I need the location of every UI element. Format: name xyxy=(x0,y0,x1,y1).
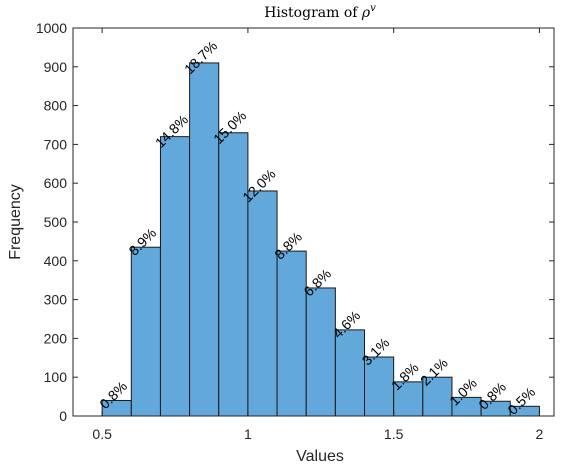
y-tick-label: 1000 xyxy=(36,20,67,36)
y-tick-label: 600 xyxy=(44,175,68,191)
histogram-bar xyxy=(393,381,424,417)
chart-title-symbol: ρ xyxy=(361,5,371,21)
x-tick-label: 1 xyxy=(244,426,252,442)
y-tick-label: 100 xyxy=(44,369,68,385)
histogram-bar xyxy=(247,190,278,417)
x-tick-label: 2 xyxy=(536,426,544,442)
histogram-bar xyxy=(159,136,191,417)
x-axis-label: Values xyxy=(296,448,344,465)
x-tick-label: 1.5 xyxy=(384,426,404,442)
histogram-bar xyxy=(130,246,161,417)
bars-group xyxy=(101,62,540,417)
histogram-bar xyxy=(305,287,336,417)
y-tick-label: 900 xyxy=(44,59,68,75)
y-tick-label: 800 xyxy=(44,98,68,114)
chart-title: Histogram of ρv xyxy=(264,3,376,21)
histogram-bar xyxy=(334,329,366,417)
y-tick-label: 700 xyxy=(44,136,68,152)
y-tick-label: 200 xyxy=(44,330,68,346)
histogram-bar xyxy=(218,132,249,417)
chart-title-prefix: Histogram of xyxy=(264,5,362,21)
histogram-bar xyxy=(276,250,307,417)
y-tick-label: 300 xyxy=(44,292,68,308)
y-tick-label: 400 xyxy=(44,253,68,269)
x-axis-ticks: 0.5 1 1.5 2 xyxy=(92,28,544,442)
y-tick-label: 500 xyxy=(44,214,68,230)
y-axis-ticks: 0 100 200 300 400 500 600 700 800 900 1000 xyxy=(36,20,554,424)
histogram-bar xyxy=(189,62,220,417)
x-tick-label: 0.5 xyxy=(92,426,112,442)
y-tick-label: 0 xyxy=(59,408,67,424)
y-axis-label: Frequency xyxy=(7,184,24,260)
chart-title-superscript: v xyxy=(370,3,376,14)
